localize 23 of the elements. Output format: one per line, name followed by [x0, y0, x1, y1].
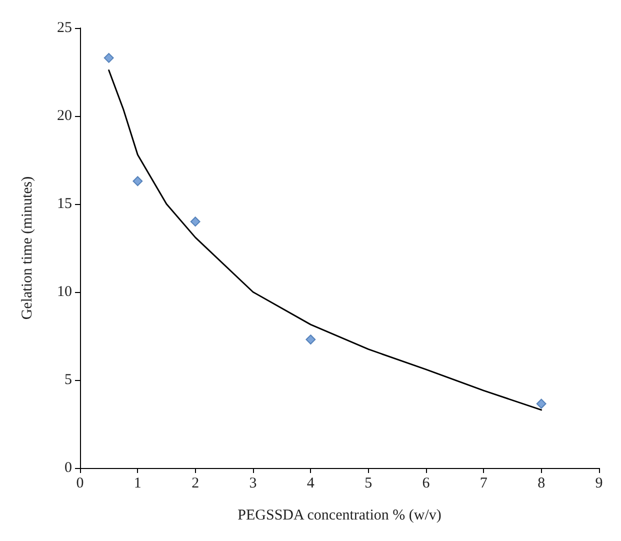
y-tick-label: 5: [64, 372, 72, 388]
y-tick-label: 0: [64, 460, 72, 476]
x-tick-label: 4: [306, 476, 315, 492]
point: [104, 52, 114, 63]
y-tick-label: 25: [57, 20, 72, 36]
x-axis-title: PEGSSDA concentration % (w/v): [238, 508, 442, 524]
y-tick-label: 10: [57, 284, 72, 300]
point: [306, 334, 316, 345]
x-tick-label: 7: [480, 476, 488, 492]
x-tick-label: 5: [364, 476, 372, 492]
x-tick-label: 0: [76, 476, 84, 492]
point: [536, 398, 546, 409]
x-tick-label: 1: [134, 476, 142, 492]
x-tick-label: 3: [249, 476, 257, 492]
y-tick-label: 20: [57, 108, 72, 124]
x-tick-label: 8: [538, 476, 546, 492]
y-tick-label: 15: [57, 196, 72, 212]
y-axis-title: Gelation time (minutes): [20, 176, 36, 320]
x-tick-label: 9: [595, 476, 603, 492]
x-tick-label: 6: [422, 476, 430, 492]
point: [190, 216, 200, 227]
point: [132, 176, 143, 186]
x-tick-label: 2: [192, 476, 200, 492]
